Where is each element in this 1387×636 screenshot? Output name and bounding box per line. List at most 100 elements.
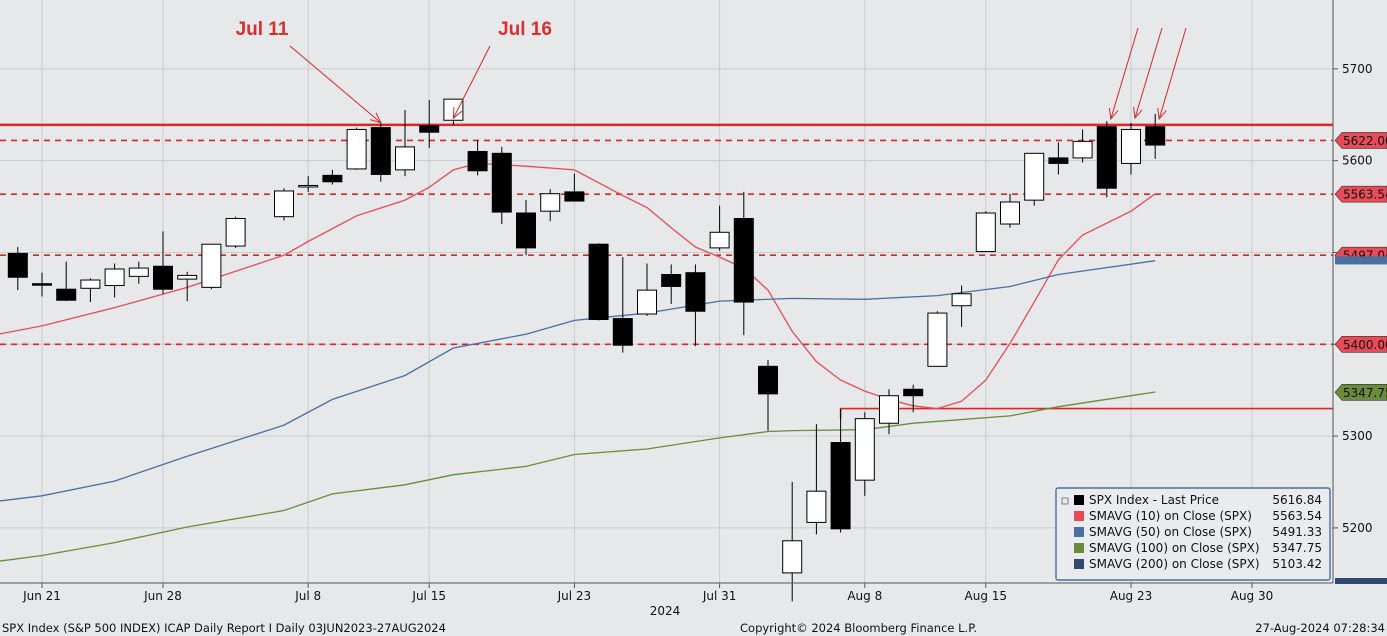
candle-body <box>661 274 682 287</box>
candle <box>637 263 657 316</box>
x-axis-year-label: 2024 <box>650 604 681 618</box>
candle-body <box>685 272 706 312</box>
candle <box>80 278 101 303</box>
footer: SPX Index (S&P 500 INDEX) ICAP Daily Rep… <box>2 621 1385 635</box>
candle-body <box>395 146 415 171</box>
candle-body <box>806 490 827 523</box>
legend-entry-name: SMAVG (200) on Close (SPX) <box>1089 557 1260 571</box>
candle-body <box>564 191 585 202</box>
y-tick-label: 5600 <box>1342 154 1373 168</box>
x-tick-label: Aug 30 <box>1231 589 1274 603</box>
candle <box>322 169 343 185</box>
candle-body <box>1145 126 1166 146</box>
x-tick-label: Aug 8 <box>847 589 882 603</box>
candle <box>177 271 198 302</box>
candle-body <box>1121 128 1141 164</box>
candle <box>588 243 609 321</box>
x-tick-label: Aug 23 <box>1110 589 1153 603</box>
candle-body <box>201 243 222 288</box>
price-tag-box <box>1334 383 1387 401</box>
candle <box>56 261 77 302</box>
sma50-axis-marker <box>1335 256 1387 265</box>
price-tag-label: 5347.75 <box>1343 386 1387 400</box>
price-tag: 5563.54 <box>1334 185 1387 203</box>
x-tick-label: Jun 28 <box>143 589 182 603</box>
price-tag-label: 5563.54 <box>1343 188 1387 202</box>
candle-body <box>298 184 319 188</box>
candle-body <box>709 231 730 249</box>
sma200-axis-marker <box>1335 578 1387 584</box>
legend-entry-value: 5616.84 <box>1272 493 1322 507</box>
legend-swatch <box>1074 527 1084 537</box>
price-tag: 5400.00 <box>1334 335 1387 353</box>
y-tick-label: 5200 <box>1342 521 1373 535</box>
candle-body <box>758 365 778 395</box>
arrow-head <box>1157 107 1167 121</box>
candle-body <box>467 150 488 172</box>
price-tags-layer: 5622.005563.545497.045400.005347.75 <box>1334 132 1387 584</box>
candle <box>1048 142 1069 175</box>
candle-body <box>637 289 657 315</box>
arrow-head <box>370 112 382 124</box>
candle <box>491 146 512 225</box>
annotation-label: Jul 16 <box>498 19 552 40</box>
candle <box>7 246 28 291</box>
candle-body <box>879 395 899 424</box>
annotation-arrow <box>289 45 382 124</box>
y-tick-label: 5300 <box>1342 429 1373 443</box>
x-tick-label: Jun 21 <box>22 589 61 603</box>
legend-swatch <box>1074 543 1084 553</box>
candle-body <box>80 279 101 289</box>
candle-body <box>830 442 851 530</box>
candle <box>153 231 173 294</box>
price-tag: 5622.00 <box>1334 132 1387 149</box>
legend-entry-name: SMAVG (50) on Close (SPX) <box>1089 525 1252 539</box>
candle <box>830 408 851 533</box>
legend-swatch <box>1074 511 1084 521</box>
candle <box>32 272 52 297</box>
arrow-head <box>1108 107 1119 121</box>
price-tag-label: 5400.00 <box>1343 338 1387 352</box>
legend: SPX Index - Last Price 5616.84 SMAVG (10) … <box>1055 487 1331 581</box>
price-tag-box <box>1334 132 1387 149</box>
candle <box>1072 129 1093 163</box>
candle <box>104 263 125 298</box>
candle <box>661 264 682 304</box>
candle-body <box>975 212 996 253</box>
candle-body <box>177 274 198 280</box>
candle <box>758 359 778 431</box>
x-tick-label: Aug 15 <box>965 589 1008 603</box>
x-tick-label: Jul 15 <box>411 589 446 603</box>
candle <box>1121 123 1141 175</box>
candle-body <box>491 152 512 213</box>
legend-collapse-icon <box>1061 497 1069 505</box>
candle <box>806 424 827 535</box>
legend-entry-name: SMAVG (10) on Close (SPX) <box>1089 509 1252 523</box>
candle-body <box>104 268 125 287</box>
x-tick-label: Jul 8 <box>294 589 321 603</box>
candle-body <box>274 190 294 218</box>
candle <box>419 100 440 148</box>
candle <box>274 188 294 221</box>
x-tick-label: Jul 23 <box>557 589 592 603</box>
legend-entry-value: 5347.75 <box>1272 541 1322 555</box>
candle-body <box>588 243 609 321</box>
candle-body <box>346 128 367 170</box>
candle <box>1096 121 1117 198</box>
price-tag-box <box>1334 335 1387 353</box>
candle <box>298 176 319 192</box>
candle-body <box>516 212 536 249</box>
sma-line-0 <box>0 162 1156 410</box>
candle-body <box>612 318 633 346</box>
candle <box>733 191 754 336</box>
candle-body <box>1000 201 1020 225</box>
candle-body <box>540 193 561 212</box>
candle-body <box>903 388 924 397</box>
candle <box>1145 113 1166 159</box>
candle <box>709 205 730 251</box>
candle <box>370 122 391 182</box>
arrow-head <box>1133 107 1143 120</box>
candle-body <box>1048 157 1069 164</box>
